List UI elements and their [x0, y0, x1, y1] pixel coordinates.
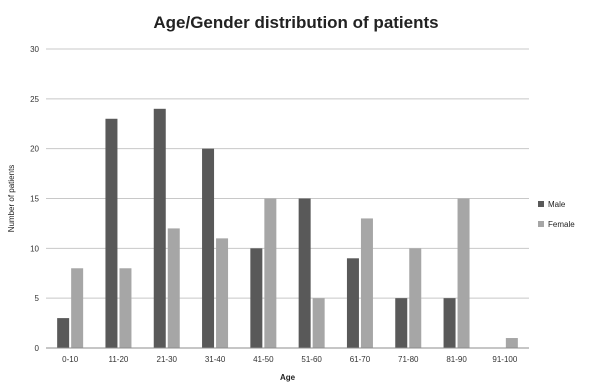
y-tick-label: 30: [30, 45, 39, 54]
bar-male-81-90: [443, 298, 456, 348]
bar-male-0-10: [57, 318, 70, 348]
chart-title: Age/Gender distribution of patients: [153, 13, 438, 32]
bar-male-61-70: [346, 258, 359, 348]
bar-female-21-30: [167, 228, 180, 348]
bar-female-91-100: [505, 338, 518, 348]
y-tick-label: 10: [30, 244, 39, 253]
x-axis-ticks: 0-10 11-20 21-30 31-40 41-50 51-60 61-70 71-80 8…: [62, 355, 518, 364]
y-tick-label: 15: [30, 195, 39, 204]
y-tick-label: 5: [35, 294, 40, 303]
x-tick-label: 81-90: [446, 355, 467, 364]
bar-male-41-50: [250, 248, 263, 348]
bars: [57, 108, 518, 349]
x-tick-label: 41-50: [253, 355, 274, 364]
x-tick-label: 61-70: [350, 355, 371, 364]
x-tick-label: 71-80: [398, 355, 419, 364]
x-tick-label: 0-10: [62, 355, 79, 364]
bar-male-71-80: [395, 298, 408, 348]
x-tick-label: 11-20: [109, 355, 129, 364]
y-tick-label: 25: [30, 95, 39, 104]
legend: Male Female: [538, 200, 575, 229]
x-axis-label: Age: [280, 373, 296, 382]
bar-female-61-70: [360, 218, 373, 348]
x-tick-label: 91-100: [492, 355, 517, 364]
bar-female-11-20: [119, 268, 132, 348]
bar-female-31-40: [216, 238, 229, 348]
legend-label-female: Female: [548, 220, 575, 229]
y-tick-label: 0: [35, 344, 40, 353]
x-tick-label: 21-30: [157, 355, 178, 364]
bar-female-81-90: [457, 198, 470, 348]
bar-female-51-60: [312, 298, 325, 348]
y-axis-ticks: 0 5 10 15 20 25 30: [30, 45, 39, 353]
bar-male-31-40: [202, 148, 215, 348]
legend-label-male: Male: [548, 200, 566, 209]
y-axis-label: Number of patients: [7, 165, 16, 233]
x-tick-label: 31-40: [205, 355, 226, 364]
bar-female-0-10: [71, 268, 84, 348]
bar-male-51-60: [298, 198, 311, 348]
legend-swatch-male: [538, 201, 544, 207]
bar-male-11-20: [105, 118, 118, 349]
x-tick-label: 51-60: [301, 355, 322, 364]
bar-male-21-30: [153, 108, 166, 348]
y-tick-label: 20: [30, 145, 39, 154]
bar-female-41-50: [264, 198, 277, 348]
bar-female-71-80: [409, 248, 422, 348]
legend-swatch-female: [538, 221, 544, 227]
gridlines: [46, 48, 529, 299]
